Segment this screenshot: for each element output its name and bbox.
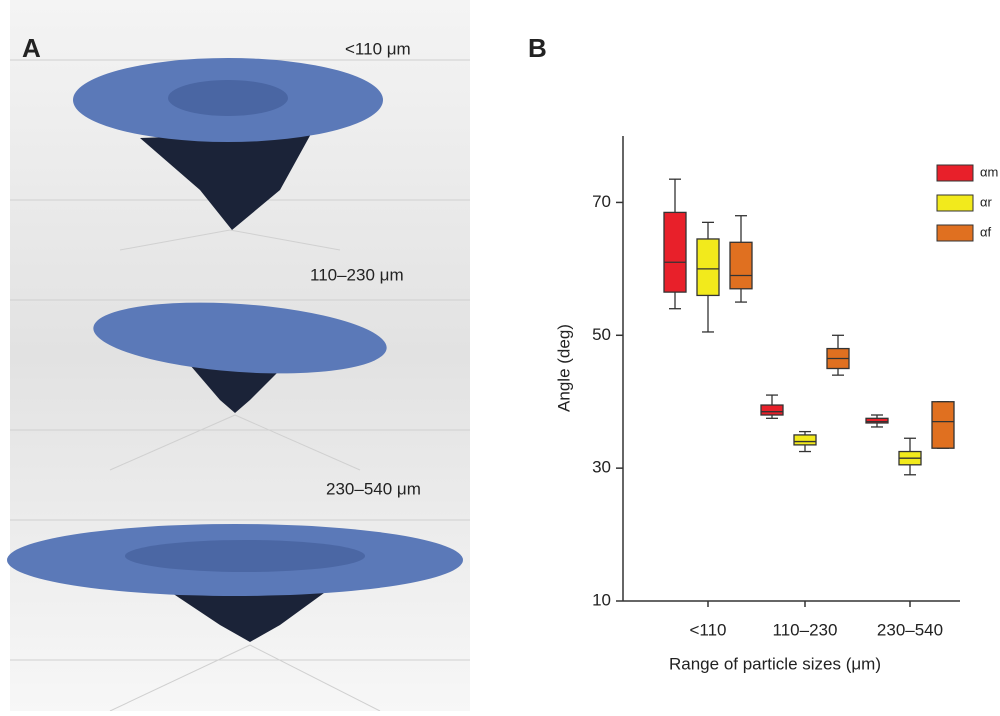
- caption: 230–540 μm: [326, 479, 421, 498]
- panel-label: A: [22, 33, 41, 63]
- cone: [190, 365, 285, 413]
- x-tick-label: <110: [689, 620, 726, 639]
- caption: 110–230 μm: [310, 265, 404, 284]
- box: [729, 241, 753, 290]
- y-axis-label: Angle (deg): [554, 324, 573, 412]
- y-tick-label: 70: [592, 192, 611, 211]
- legend-label: αr: [980, 194, 993, 209]
- legend-swatch: [936, 164, 974, 182]
- box: [793, 434, 817, 446]
- panel-label: B: [528, 33, 547, 63]
- x-tick-label: 230–540: [877, 620, 943, 639]
- x-axis-label: Range of particle sizes (μm): [669, 654, 881, 673]
- legend-label: αf: [980, 224, 992, 239]
- box: [760, 404, 784, 416]
- box: [865, 417, 889, 424]
- x-tick-label: 110–230: [773, 620, 838, 639]
- legend-swatch: [936, 224, 974, 242]
- legend-swatch: [936, 194, 974, 212]
- box: [931, 401, 955, 449]
- box: [663, 211, 687, 293]
- box: [696, 238, 720, 297]
- surface: [93, 302, 387, 374]
- legend-label: αm: [980, 164, 998, 179]
- y-tick-label: 10: [592, 590, 611, 609]
- y-tick-label: 30: [592, 458, 611, 477]
- y-tick-label: 50: [592, 325, 611, 344]
- crater: [125, 540, 365, 572]
- panel-a-renderings: [7, 0, 470, 712]
- cone: [140, 132, 312, 230]
- crater: [168, 80, 288, 116]
- cone: [160, 585, 335, 642]
- caption: <110 μm: [345, 39, 411, 58]
